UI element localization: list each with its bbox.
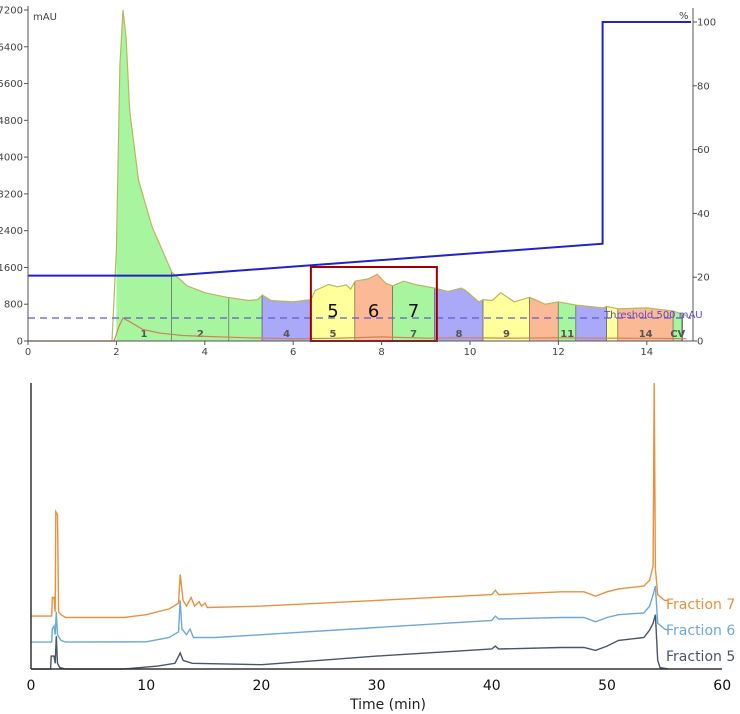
y-tick-label: 1600 — [0, 263, 23, 274]
right-axis-unit: % — [679, 11, 689, 22]
y-tick-label: 4800 — [0, 116, 23, 127]
x-tick-label: 30 — [368, 678, 386, 694]
x-tick-label: 0 — [27, 678, 36, 694]
legend-label: Fraction 5 — [666, 649, 735, 665]
fraction-area-6 — [355, 274, 393, 341]
fraction-area-14 — [618, 307, 674, 341]
x-tick-label: 2 — [113, 347, 119, 358]
x-tick-label: 0 — [25, 347, 31, 358]
x-tick-label: 10 — [137, 678, 155, 694]
y-tick-label: 3200 — [0, 189, 23, 200]
threshold-label: Threshold 500 mAU — [603, 310, 703, 321]
x-tick-label: 20 — [252, 678, 270, 694]
highlight-fraction-label: 5 — [327, 301, 338, 322]
legend-label: Fraction 7 — [666, 597, 735, 613]
fraction-label: CV — [670, 329, 685, 340]
fraction-area-13 — [607, 306, 619, 341]
y-tick-label: 800 — [4, 300, 23, 311]
y2-tick-label: 0 — [697, 337, 703, 348]
legend-label: Fraction 6 — [666, 623, 735, 639]
fraction-area-9 — [483, 292, 530, 341]
y-tick-label: 5600 — [0, 79, 23, 90]
second-trace-line — [28, 317, 687, 342]
x-tick-label: 60 — [713, 678, 731, 694]
x-tick-label: 10 — [464, 347, 477, 358]
fraction-label: 7 — [410, 329, 417, 340]
fraction-label: 8 — [455, 329, 462, 340]
y-tick-label: 0 — [17, 337, 23, 348]
series-line-fraction-5 — [31, 614, 669, 670]
fraction-area-1 — [116, 10, 172, 341]
highlight-fraction-label: 6 — [368, 301, 379, 322]
y-tick-label: 6400 — [0, 42, 23, 53]
fraction-area-8 — [434, 288, 484, 341]
gradient-line — [28, 21, 691, 277]
fraction-overlay-chart: Fraction 7 Fraction 6 Fraction 5 0 10 20 30 40… — [27, 382, 735, 713]
fraction-area-7 — [392, 281, 435, 341]
y2-tick-label: 20 — [697, 273, 710, 284]
fraction-label: 4 — [283, 329, 290, 340]
fraction-label: 5 — [329, 329, 336, 340]
x-axis-label: Time (min) — [349, 697, 426, 713]
x-tick-label: 4 — [202, 347, 208, 358]
fraction-label: 9 — [503, 329, 510, 340]
x-tick-label: 14 — [640, 347, 653, 358]
y2-tick-label: 40 — [697, 209, 710, 220]
fraction-label: 11 — [560, 329, 574, 340]
fraction-label: 2 — [197, 329, 204, 340]
x-tick-label: 40 — [483, 678, 501, 694]
x-tick-label: 12 — [552, 347, 565, 358]
series-line-fraction-7 — [31, 382, 669, 619]
y-tick-label: 4000 — [0, 153, 23, 164]
fraction-area-10 — [529, 297, 559, 341]
fraction-label: 14 — [639, 329, 653, 340]
fraction-area-11 — [558, 301, 577, 341]
y2-tick-label: 100 — [697, 18, 716, 29]
x-tick-label: 8 — [378, 347, 384, 358]
fraction-area-2 — [171, 272, 230, 341]
series-line-fraction-6 — [31, 585, 669, 643]
fraction-label: 1 — [141, 329, 148, 340]
uv-trace-line — [28, 9, 687, 342]
left-axis-unit: mAU — [33, 12, 57, 23]
x-tick-label: 6 — [290, 347, 296, 358]
fraction-area-5 — [310, 281, 356, 341]
y-tick-label: 7200 — [0, 6, 23, 17]
x-tick-label: 50 — [598, 678, 616, 694]
highlight-fraction-label: 7 — [408, 301, 419, 322]
y-tick-label: 2400 — [0, 226, 23, 237]
y2-tick-label: 60 — [697, 145, 710, 156]
y2-tick-label: 80 — [697, 81, 710, 92]
fraction-area-12 — [576, 305, 608, 341]
